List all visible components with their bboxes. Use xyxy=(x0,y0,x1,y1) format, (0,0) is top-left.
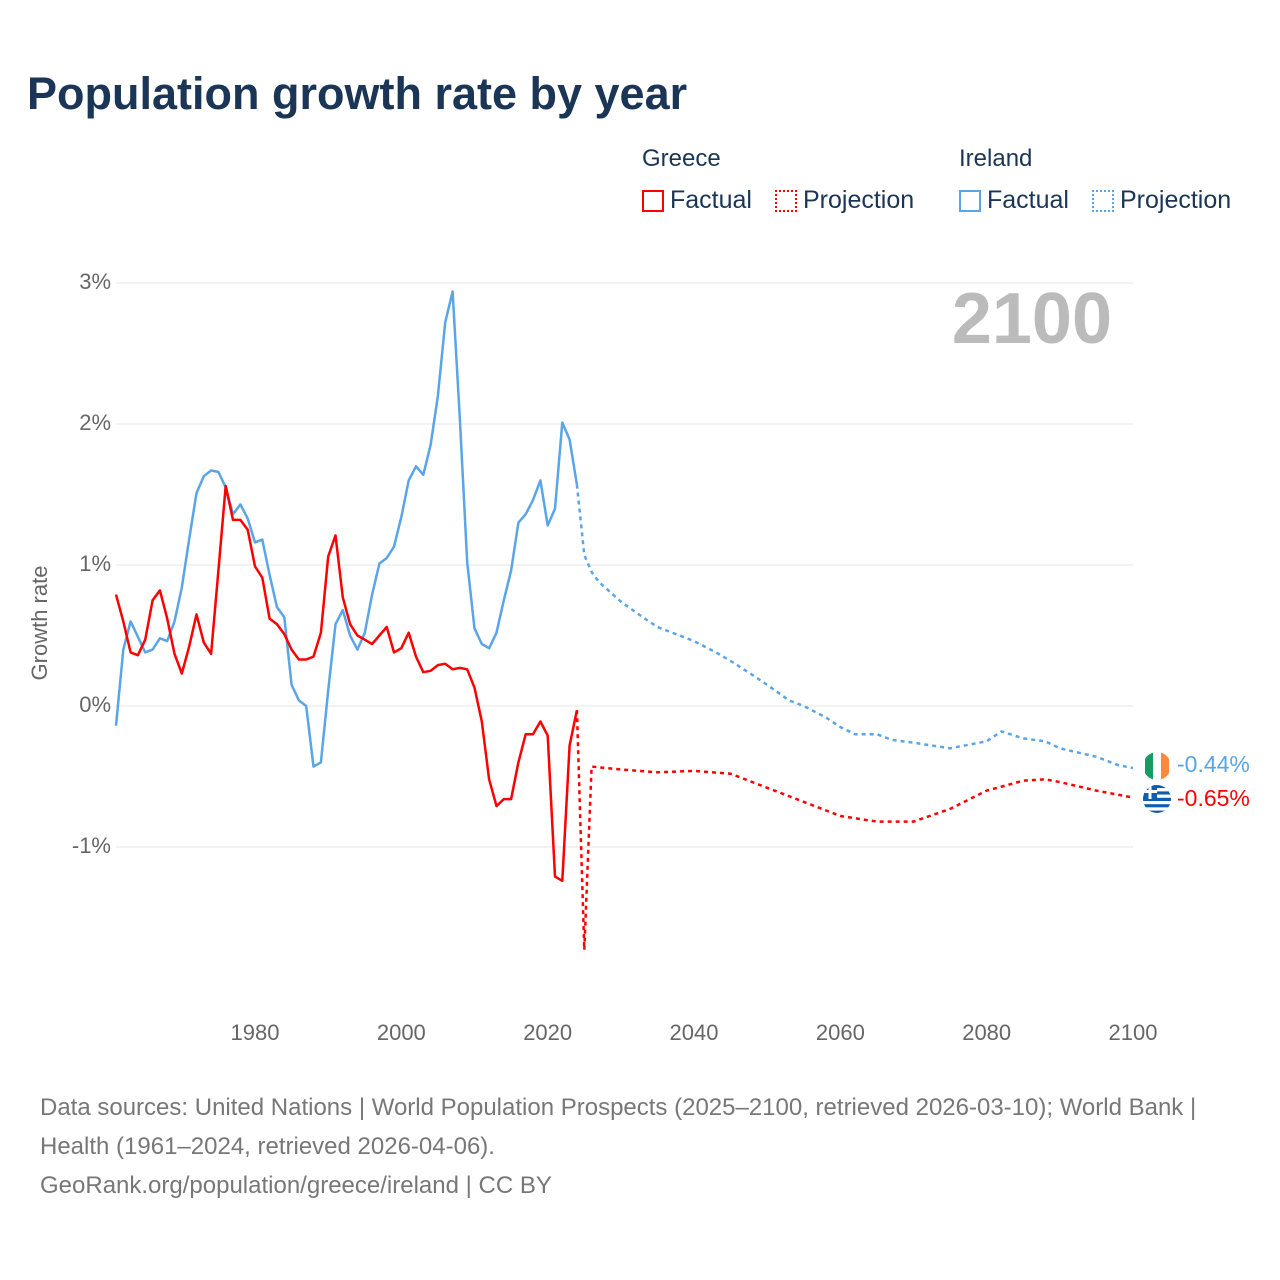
legend-group-greece: Greece xyxy=(642,145,721,172)
credit-link[interactable]: GeoRank.org/population/greece/ireland | … xyxy=(40,1172,552,1199)
legend-label: Projection xyxy=(1120,186,1232,214)
x-tick-label: 2020 xyxy=(523,1020,573,1045)
y-tick-label: -1% xyxy=(71,833,111,858)
x-tick-label: 2060 xyxy=(815,1020,865,1045)
x-tick-label: 1980 xyxy=(230,1020,280,1045)
x-tick-label: 2040 xyxy=(669,1020,719,1045)
greece-factual-line xyxy=(114,484,579,883)
ireland-flag-icon xyxy=(1145,752,1169,780)
legend-group-ireland: Ireland xyxy=(959,145,1033,172)
legend-greece-projection[interactable]: Projection xyxy=(775,186,914,215)
y-tick-label: 2% xyxy=(79,410,111,435)
legend-ireland-projection[interactable]: Projection xyxy=(1092,186,1231,215)
legend-label: Projection xyxy=(803,186,915,214)
footer: Data sources: United Nations | World Pop… xyxy=(40,1088,1240,1205)
legend-swatch-dotted xyxy=(1092,189,1114,212)
end-label-greece: -0.65% xyxy=(1177,785,1250,811)
y-tick-label: 1% xyxy=(79,551,111,576)
legend-swatch-solid xyxy=(959,189,981,212)
x-tick-label: 2080 xyxy=(962,1020,1012,1045)
y-tick-label: 0% xyxy=(79,692,111,717)
legend-greece-factual[interactable]: Factual xyxy=(642,186,752,215)
ireland-projection-line xyxy=(575,484,1134,770)
end-label-ireland: -0.44% xyxy=(1177,751,1250,777)
greece-projection-line xyxy=(575,710,1134,952)
legend-label: Factual xyxy=(670,186,752,214)
data-sources: Data sources: United Nations | World Pop… xyxy=(40,1094,1197,1160)
y-tick-label: 3% xyxy=(79,269,111,294)
current-year-label: 2100 xyxy=(951,279,1112,359)
ireland-factual-line xyxy=(114,290,579,768)
legend-swatch-dotted xyxy=(775,189,797,212)
x-tick-label: 2000 xyxy=(376,1020,426,1045)
legend-label: Factual xyxy=(987,186,1069,214)
greece-flag-icon xyxy=(1143,785,1171,813)
x-tick-label: 2100 xyxy=(1108,1020,1158,1045)
chart-title: Population growth rate by year xyxy=(27,68,688,119)
legend-swatch-solid xyxy=(642,189,664,212)
legend-ireland-factual[interactable]: Factual xyxy=(959,186,1069,215)
